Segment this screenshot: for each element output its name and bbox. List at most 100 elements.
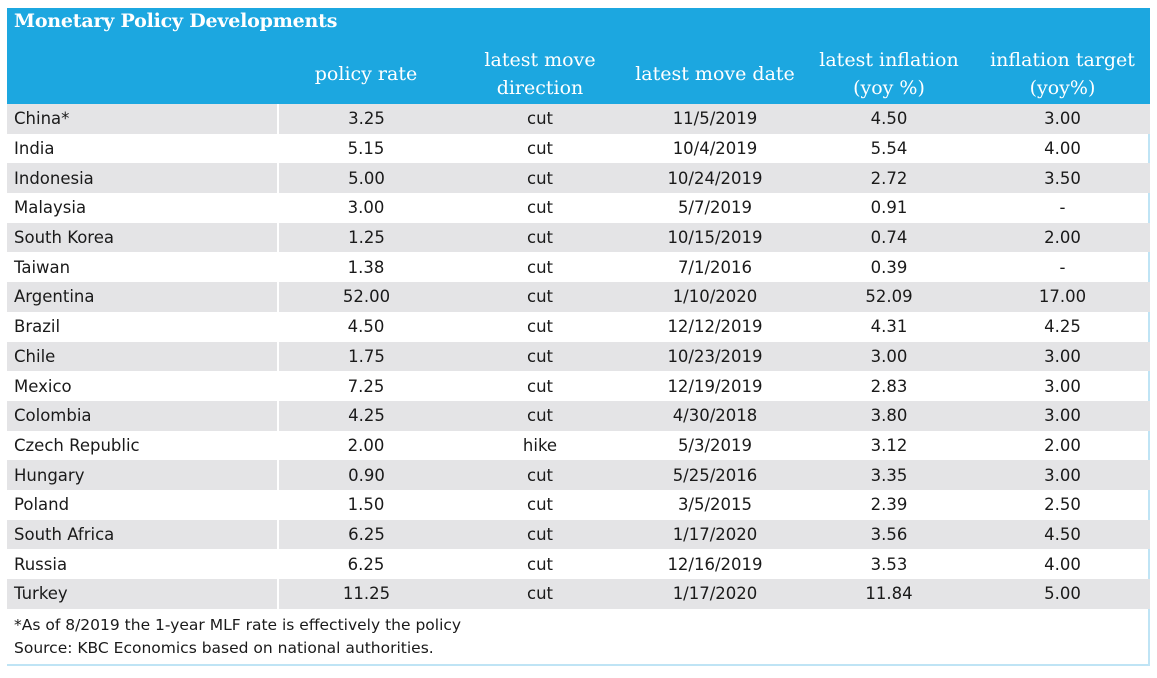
column-header-inflation-target: inflation target (yoy%) xyxy=(990,49,1135,99)
cell-inflation-target: 2.00 xyxy=(1044,435,1081,455)
cell-move-direction: cut xyxy=(527,257,553,277)
cell-policy-rate: 52.00 xyxy=(279,282,454,312)
cell-latest-inflation: 0.39 xyxy=(870,257,908,277)
cell-move-direction: cut xyxy=(527,198,553,218)
cell-country: Argentina xyxy=(7,282,279,312)
cell-inflation-target: - xyxy=(1059,198,1066,218)
cell-move-direction: cut xyxy=(453,222,627,253)
column-separator xyxy=(277,579,279,609)
cell-inflation-target: 3.00 xyxy=(975,104,1150,134)
column-separator xyxy=(277,341,279,372)
cell-move-date: 1/10/2020 xyxy=(627,282,803,312)
cell-country: China* xyxy=(7,104,279,134)
column-separator xyxy=(277,400,279,431)
column-separator xyxy=(277,430,279,461)
cell-move-direction: cut xyxy=(453,163,627,194)
cell-inflation-target: 3.00 xyxy=(975,341,1150,372)
cell-policy-rate: 1.75 xyxy=(279,341,454,372)
column-separator xyxy=(277,311,279,342)
cell-move-date: 1/17/2020 xyxy=(627,579,803,609)
cell-move-direction: cut xyxy=(453,282,627,312)
cell-inflation-target: 4.00 xyxy=(1044,139,1081,159)
column-separator xyxy=(277,222,279,253)
cell-move-date: 10/15/2019 xyxy=(627,222,803,253)
cell-latest-inflation: 2.39 xyxy=(870,495,908,515)
cell-move-date: 11/5/2019 xyxy=(627,104,803,134)
cell-move-direction: cut xyxy=(527,495,553,515)
column-separator xyxy=(277,460,279,490)
cell-latest-inflation: 3.53 xyxy=(870,554,908,574)
cell-country: Malaysia xyxy=(14,198,87,218)
cell-latest-inflation: 4.50 xyxy=(803,104,975,134)
column-separator xyxy=(277,163,279,194)
table-row: South Korea 1.25 cut 10/15/2019 0.74 2.00 xyxy=(7,222,1150,253)
footnote-source: Source: KBC Economics based on national … xyxy=(14,639,434,657)
cell-country: Czech Republic xyxy=(14,435,140,455)
cell-country: Turkey xyxy=(7,579,279,609)
cell-policy-rate: 6.25 xyxy=(347,554,385,574)
table-row: Poland 1.50 cut 3/5/2015 2.39 2.50 xyxy=(7,489,1150,520)
table-row: Argentina 52.00 cut 1/10/2020 52.09 17.00 xyxy=(7,282,1150,312)
cell-policy-rate: 1.25 xyxy=(279,222,454,253)
table-row: Russia 6.25 cut 12/16/2019 3.53 4.00 xyxy=(7,549,1150,579)
cell-move-direction: cut xyxy=(527,376,553,396)
cell-inflation-target: 4.00 xyxy=(1044,554,1081,574)
column-separator xyxy=(277,489,279,520)
cell-policy-rate: 3.25 xyxy=(279,104,454,134)
cell-country: South Korea xyxy=(7,222,279,253)
cell-latest-inflation: 0.91 xyxy=(870,198,908,218)
cell-latest-inflation: 52.09 xyxy=(803,282,975,312)
table-row: Czech Republic 2.00 hike 5/3/2019 3.12 2.00 xyxy=(7,430,1150,461)
column-separator xyxy=(277,252,279,283)
cell-policy-rate: 6.25 xyxy=(279,519,454,550)
cell-policy-rate: 11.25 xyxy=(279,579,454,609)
cell-policy-rate: 1.38 xyxy=(347,257,385,277)
table-row: Malaysia 3.00 cut 5/7/2019 0.91 - xyxy=(7,193,1150,223)
cell-country: Mexico xyxy=(14,376,72,396)
cell-move-date: 10/4/2019 xyxy=(672,139,758,159)
cell-inflation-target: 3.00 xyxy=(975,400,1150,431)
cell-country: Hungary xyxy=(7,460,279,490)
cell-move-direction: cut xyxy=(527,317,553,337)
footnotes: *As of 8/2019 the 1-year MLF rate is eff… xyxy=(14,614,461,660)
column-separator xyxy=(277,193,279,223)
cell-inflation-target: 3.50 xyxy=(975,163,1150,194)
cell-country: Poland xyxy=(14,495,70,515)
cell-country: Brazil xyxy=(14,317,61,337)
cell-latest-inflation: 3.00 xyxy=(803,341,975,372)
cell-latest-inflation: 3.12 xyxy=(870,435,908,455)
cell-move-direction: cut xyxy=(453,579,627,609)
cell-move-date: 4/30/2018 xyxy=(627,400,803,431)
cell-move-direction: cut xyxy=(527,139,553,159)
cell-inflation-target: 17.00 xyxy=(975,282,1150,312)
cell-inflation-target: 3.00 xyxy=(1044,376,1081,396)
cell-move-date: 12/12/2019 xyxy=(667,317,763,337)
cell-latest-inflation: 3.56 xyxy=(803,519,975,550)
cell-move-direction: cut xyxy=(453,519,627,550)
column-header-latest-move-date: latest move date xyxy=(635,63,795,85)
table-row: Taiwan 1.38 cut 7/1/2016 0.39 - xyxy=(7,252,1150,283)
column-separator xyxy=(277,282,279,312)
table-row: Chile 1.75 cut 10/23/2019 3.00 3.00 xyxy=(7,341,1150,372)
cell-inflation-target: 4.50 xyxy=(975,519,1150,550)
cell-policy-rate: 4.50 xyxy=(347,317,385,337)
cell-move-direction: hike xyxy=(522,435,558,455)
cell-move-direction: cut xyxy=(453,400,627,431)
cell-move-date: 10/24/2019 xyxy=(627,163,803,194)
column-separator xyxy=(277,519,279,550)
cell-latest-inflation: 0.74 xyxy=(803,222,975,253)
cell-move-date: 12/19/2019 xyxy=(667,376,763,396)
cell-country: Colombia xyxy=(7,400,279,431)
cell-policy-rate: 7.25 xyxy=(347,376,385,396)
cell-policy-rate: 5.00 xyxy=(279,163,454,194)
table-row: Colombia 4.25 cut 4/30/2018 3.80 3.00 xyxy=(7,400,1150,431)
cell-policy-rate: 1.50 xyxy=(347,495,385,515)
cell-inflation-target: 3.00 xyxy=(975,460,1150,490)
cell-inflation-target: 2.00 xyxy=(975,222,1150,253)
cell-policy-rate: 0.90 xyxy=(279,460,454,490)
cell-inflation-target: - xyxy=(1059,257,1066,277)
footnote-mlf: *As of 8/2019 the 1-year MLF rate is eff… xyxy=(14,616,462,634)
cell-latest-inflation: 11.84 xyxy=(803,579,975,609)
cell-latest-inflation: 5.54 xyxy=(870,139,908,159)
cell-country: Indonesia xyxy=(7,163,279,194)
